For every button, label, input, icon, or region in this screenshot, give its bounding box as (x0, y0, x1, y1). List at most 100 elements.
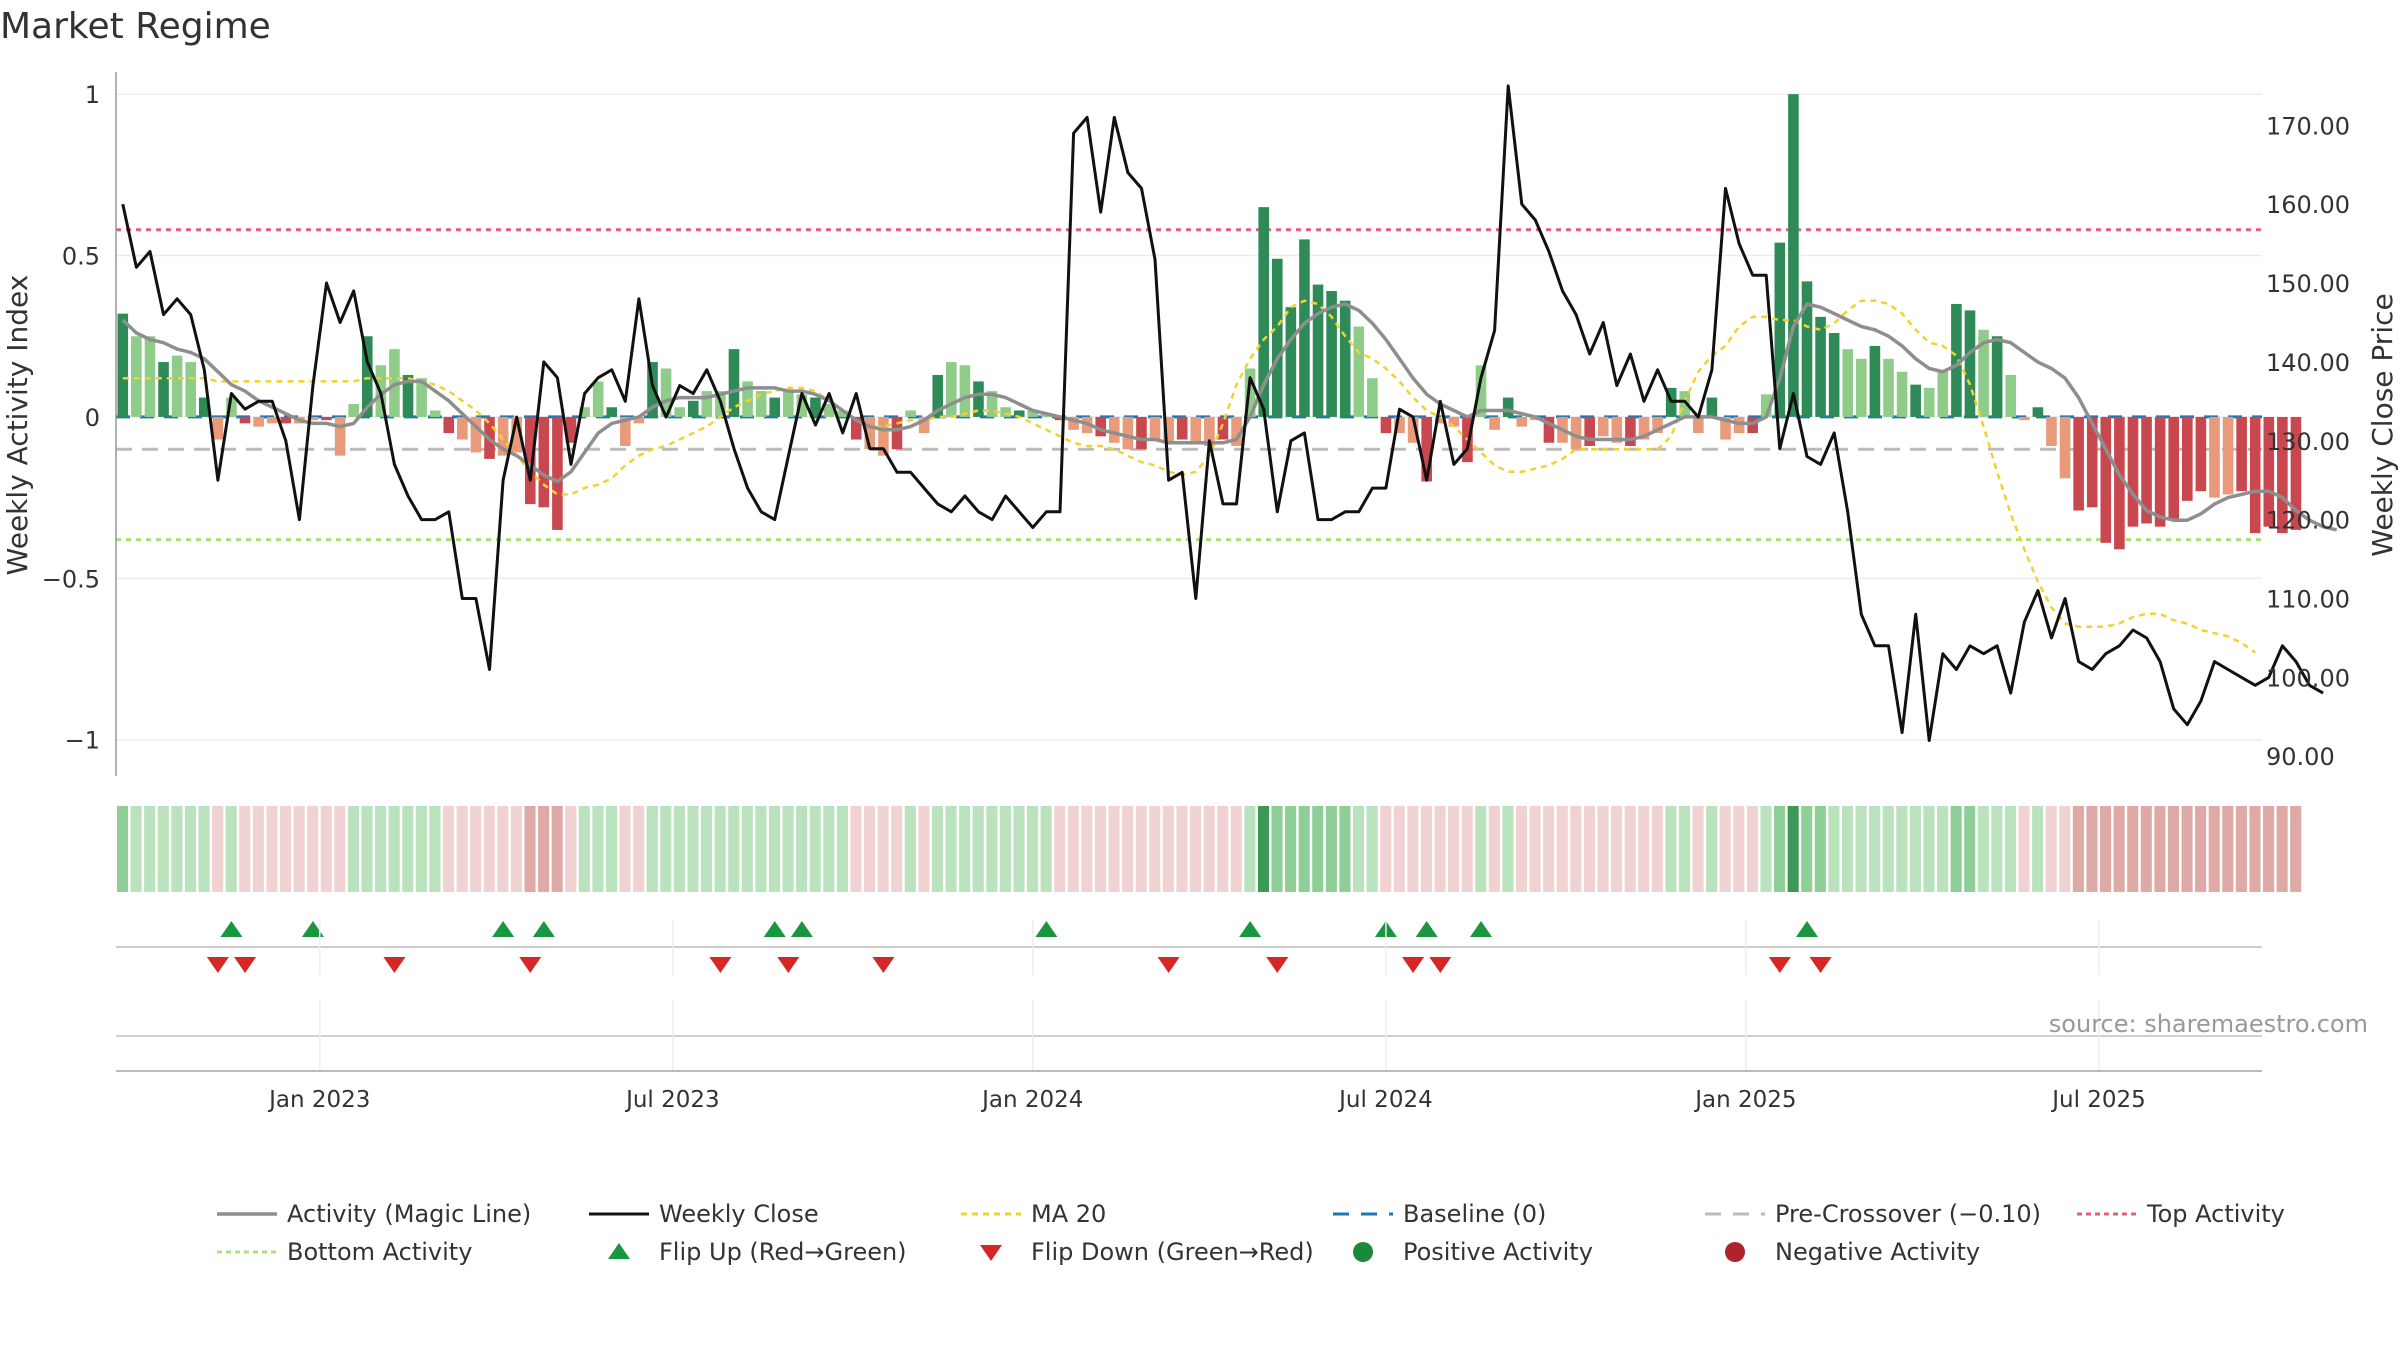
legend-item-bottom: Bottom Activity (215, 1238, 587, 1266)
regime-cell (2235, 806, 2247, 892)
activity-bar (946, 362, 957, 417)
regime-cell (1475, 806, 1487, 892)
regime-cell (388, 806, 400, 892)
regime-cell (1298, 806, 1310, 892)
regime-cell (1488, 806, 1500, 892)
y2-axis-label: Weekly Close Price (2366, 293, 2399, 556)
legend-label: MA 20 (1031, 1200, 1107, 1228)
regime-cell (1461, 806, 1473, 892)
regime-cell (1909, 806, 1921, 892)
activity-bar (2059, 416, 2071, 479)
regime-cell (1665, 806, 1677, 892)
regime-cell (1651, 806, 1663, 892)
activity-bar (361, 336, 373, 417)
activity-bar (1856, 358, 1867, 417)
legend-item-ma: MA 20 (959, 1200, 1331, 1228)
flip-down-marker (1266, 957, 1289, 973)
legend-item-flipup: Flip Up (Red→Green) (587, 1238, 959, 1266)
activity-bar (1679, 391, 1691, 417)
baseline-legend-swatch (1333, 1212, 1393, 1216)
regime-cell (646, 806, 658, 892)
flip-down-marker (1429, 957, 1452, 973)
activity-bar (959, 365, 971, 417)
regime-cell (2086, 806, 2098, 892)
activity-bar (443, 416, 455, 434)
legend-item-top: Top Activity (2075, 1200, 2315, 1228)
regime-cell (2032, 806, 2044, 892)
activity-bar (1516, 416, 1528, 427)
activity-bar (1815, 316, 1826, 417)
regime-cell (592, 806, 604, 892)
x-tick-label: Jul 2023 (624, 1087, 720, 1113)
activity-bar (2073, 416, 2084, 511)
flip-down-icon (980, 1245, 1002, 1261)
flip-down-marker (206, 957, 229, 973)
activity-bar (1367, 378, 1378, 417)
flip-up-marker (220, 921, 243, 937)
weekly-close-line (121, 84, 2324, 742)
regime-cell (1230, 806, 1242, 892)
regime-cell (1556, 806, 1568, 892)
legend-label: Top Activity (2147, 1200, 2285, 1228)
regime-cell (1190, 806, 1202, 892)
legend-label: Pre-Crossover (−0.10) (1775, 1200, 2042, 1228)
activity-bar (687, 400, 699, 417)
activity-bar (579, 407, 590, 417)
activity-bar (457, 416, 468, 440)
activity-bar (1638, 416, 1650, 440)
regime-cell (1638, 806, 1650, 892)
activity-bar (1000, 407, 1011, 417)
source-note: source: sharemaestro.com (2048, 1010, 2368, 1038)
regime-cell (117, 806, 129, 892)
activity-bar (402, 374, 414, 417)
regime-cell (442, 806, 455, 892)
regime-cell (2059, 806, 2071, 892)
regime-cell (877, 806, 889, 892)
precross-legend-swatch (1705, 1212, 1765, 1216)
activity-bar (1394, 416, 1405, 434)
y2-tick-label: 170.00 (2266, 112, 2350, 140)
activity-bar (2141, 416, 2152, 524)
regime-cell (741, 806, 753, 892)
flip-down-marker (709, 957, 732, 973)
regime-cell (456, 806, 468, 892)
flipup-legend-swatch (608, 1243, 630, 1259)
activity-bar (1095, 416, 1107, 437)
regime-cell (334, 806, 346, 892)
activity-bar (1312, 284, 1324, 417)
activity-bar (850, 416, 862, 440)
neg-legend-swatch (1725, 1242, 1745, 1262)
activity-bar (837, 410, 848, 417)
activity-bar (769, 397, 781, 417)
regime-cell (1448, 806, 1460, 892)
activity-bar (1258, 207, 1269, 417)
activity-bar (2209, 416, 2220, 498)
activity-bar (1937, 371, 1949, 417)
regime-cell (1502, 806, 1514, 892)
activity-bar (1774, 242, 1786, 417)
regime-cell (1244, 806, 1256, 892)
y2-tick-label: 150.00 (2266, 270, 2350, 298)
regime-cell (796, 806, 808, 892)
activity-bar (144, 336, 156, 417)
regime-cell (1176, 806, 1188, 892)
regime-cell (809, 806, 821, 892)
regime-cell (2276, 806, 2288, 892)
regime-cell (1828, 806, 1840, 892)
regime-cell (510, 806, 522, 892)
activity-bar (497, 416, 509, 456)
regime-cell (239, 806, 251, 892)
regime-cell (375, 806, 387, 892)
activity-bar (742, 381, 753, 417)
regime-cell (524, 806, 536, 892)
regime-cell (2154, 806, 2166, 892)
regime-cell (2249, 806, 2261, 892)
regime-cell (1570, 806, 1582, 892)
regime-cell (1923, 806, 1935, 892)
activity-bar (1231, 416, 1242, 446)
regime-cell (347, 806, 359, 892)
regime-cell (959, 806, 971, 892)
activity-bar (1951, 303, 1962, 417)
pos-legend-swatch (1353, 1242, 1373, 1262)
activity-bar (1285, 307, 1297, 417)
